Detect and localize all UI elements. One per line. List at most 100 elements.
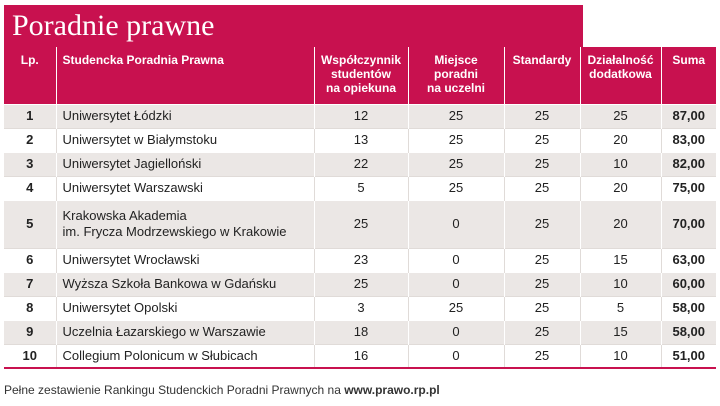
- rank-cell: 10: [4, 343, 56, 369]
- dzialalnosc-cell: 20: [579, 175, 661, 200]
- standardy-cell: 25: [503, 247, 580, 272]
- rank-cell: 4: [4, 175, 56, 200]
- dzialalnosc-cell: 25: [579, 103, 661, 128]
- dzialalnosc-cell: 20: [579, 199, 661, 248]
- standardy-cell: 25: [503, 103, 580, 128]
- suma-cell: 83,00: [660, 127, 716, 152]
- header-suma: Suma: [660, 47, 716, 104]
- standardy-cell: 25: [503, 295, 580, 320]
- standardy-cell: 25: [503, 343, 580, 369]
- wspolczynnik-cell: 5: [313, 175, 408, 200]
- name-cell: Uniwersytet Wrocławski: [55, 247, 314, 272]
- name-line: im. Frycza Modrzewskiego w Krakowie: [62, 224, 287, 239]
- standardy-cell: 25: [503, 175, 580, 200]
- name-line: Uniwersytet Wrocławski: [62, 252, 200, 267]
- wspolczynnik-cell: 18: [313, 319, 408, 344]
- dzialalnosc-cell: 15: [579, 319, 661, 344]
- rank-cell: 2: [4, 127, 56, 152]
- name-cell: Uniwersytet Warszawski: [55, 175, 314, 200]
- suma-cell: 63,00: [660, 247, 716, 272]
- name-cell: Uniwersytet Jagielloński: [55, 151, 314, 176]
- standardy-cell: 25: [503, 199, 580, 248]
- wspolczynnik-cell: 25: [313, 199, 408, 248]
- table-title: Poradnie prawne: [4, 5, 583, 47]
- name-cell: Collegium Polonicum w Słubicach: [55, 343, 314, 369]
- table-row: 6 Uniwersytet Wrocławski 23 0 25 15 63,00: [4, 247, 716, 272]
- rank-cell: 3: [4, 151, 56, 176]
- header-lp: Lp.: [4, 47, 56, 104]
- rank-cell: 8: [4, 295, 56, 320]
- miejsce-cell: 0: [407, 247, 504, 272]
- name-line: Wyższa Szkoła Bankowa w Gdańsku: [62, 276, 277, 291]
- table-row: 1 Uniwersytet Łódzki 12 25 25 25 87,00: [4, 103, 716, 128]
- table-row: 2 Uniwersytet w Białymstoku 13 25 25 20 83,00: [4, 127, 716, 152]
- miejsce-cell: 25: [407, 151, 504, 176]
- name-cell: Wyższa Szkoła Bankowa w Gdańsku: [55, 271, 314, 296]
- name-line: Uniwersytet Łódzki: [62, 108, 172, 123]
- name-cell: Uniwersytet Łódzki: [55, 103, 314, 128]
- dzialalnosc-cell: 10: [579, 271, 661, 296]
- rank-cell: 5: [4, 199, 56, 248]
- suma-cell: 82,00: [660, 151, 716, 176]
- standardy-cell: 25: [503, 271, 580, 296]
- miejsce-cell: 0: [407, 343, 504, 369]
- header-dzialalnosc: Działalność dodatkowa: [579, 47, 661, 104]
- wspolczynnik-cell: 25: [313, 271, 408, 296]
- table-row: 5 Krakowska Akademia im. Frycza Modrzewski…: [4, 199, 716, 248]
- rank-cell: 6: [4, 247, 56, 272]
- rank-cell: 1: [4, 103, 56, 128]
- name-cell: Uniwersytet w Białymstoku: [55, 127, 314, 152]
- name-cell: Krakowska Akademia im. Frycza Modrzewskie…: [55, 199, 314, 248]
- name-line: Uniwersytet w Białymstoku: [62, 132, 218, 147]
- wspolczynnik-cell: 22: [313, 151, 408, 176]
- suma-cell: 58,00: [660, 319, 716, 344]
- dzialalnosc-cell: 15: [579, 247, 661, 272]
- wspolczynnik-cell: 16: [313, 343, 408, 369]
- suma-cell: 70,00: [660, 199, 716, 248]
- suma-cell: 87,00: [660, 103, 716, 128]
- miejsce-cell: 25: [407, 175, 504, 200]
- name-cell: Uczelnia Łazarskiego w Warszawie: [55, 319, 314, 344]
- name-line: Collegium Polonicum w Słubicach: [62, 347, 258, 363]
- suma-cell: 58,00: [660, 295, 716, 320]
- miejsce-cell: 0: [407, 199, 504, 248]
- header-wspolczynnik: Współczynnik studentów na opiekuna: [313, 47, 408, 104]
- dzialalnosc-cell: 10: [579, 343, 661, 369]
- footer-link[interactable]: www.prawo.rp.pl: [344, 383, 440, 397]
- header-row: Lp. Studencka Poradnia Prawna Współczynn…: [4, 47, 716, 104]
- name-cell: Uniwersytet Opolski: [55, 295, 314, 320]
- table-row: 8 Uniwersytet Opolski 3 25 25 5 58,00: [4, 295, 716, 320]
- suma-cell: 51,00: [660, 343, 716, 369]
- header-name: Studencka Poradnia Prawna: [55, 47, 314, 104]
- standardy-cell: 25: [503, 127, 580, 152]
- footer-note: Pełne zestawienie Rankingu Studenckich P…: [4, 383, 440, 397]
- name-line: Uniwersytet Warszawski: [62, 180, 203, 195]
- suma-cell: 60,00: [660, 271, 716, 296]
- name-line: Uniwersytet Opolski: [62, 300, 178, 315]
- dzialalnosc-cell: 5: [579, 295, 661, 320]
- miejsce-cell: 25: [407, 127, 504, 152]
- table-row: 7 Wyższa Szkoła Bankowa w Gdańsku 25 0 25 10 6…: [4, 271, 716, 296]
- header-miejsce: Miejsce poradni na uczelni: [407, 47, 504, 104]
- name-line: Krakowska Akademia: [62, 208, 187, 223]
- miejsce-cell: 25: [407, 103, 504, 128]
- table-row: 3 Uniwersytet Jagielloński 22 25 25 10 82,00: [4, 151, 716, 176]
- table-row: 4 Uniwersytet Warszawski 5 25 25 20 75,00: [4, 175, 716, 200]
- name-line: Uczelnia Łazarskiego w Warszawie: [62, 324, 266, 339]
- wspolczynnik-cell: 23: [313, 247, 408, 272]
- miejsce-cell: 0: [407, 319, 504, 344]
- wspolczynnik-cell: 3: [313, 295, 408, 320]
- table-row: 9 Uczelnia Łazarskiego w Warszawie 18 0 25 15…: [4, 319, 716, 344]
- rank-cell: 9: [4, 319, 56, 344]
- table-row: 10 Collegium Polonicum w Słubicach 16 0 25 10…: [4, 343, 716, 369]
- wspolczynnik-cell: 13: [313, 127, 408, 152]
- header-standardy: Standardy: [503, 47, 580, 104]
- wspolczynnik-cell: 12: [313, 103, 408, 128]
- ranking-table: Lp. Studencka Poradnia Prawna Współczynn…: [4, 47, 716, 369]
- dzialalnosc-cell: 20: [579, 127, 661, 152]
- miejsce-cell: 0: [407, 271, 504, 296]
- rank-cell: 7: [4, 271, 56, 296]
- suma-cell: 75,00: [660, 175, 716, 200]
- miejsce-cell: 25: [407, 295, 504, 320]
- dzialalnosc-cell: 10: [579, 151, 661, 176]
